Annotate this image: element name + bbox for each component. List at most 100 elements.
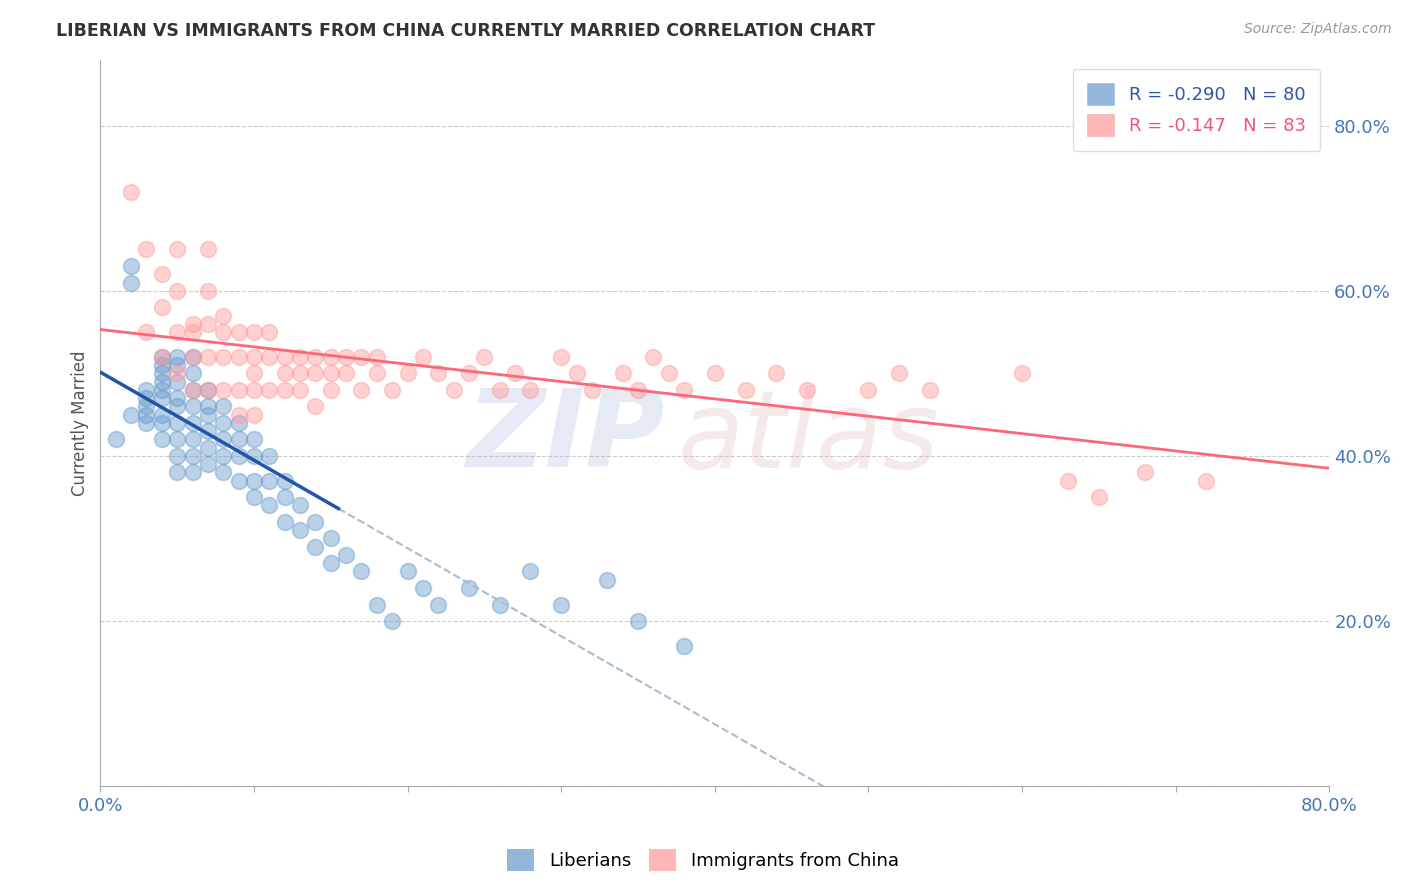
Point	[918, 383, 941, 397]
Point	[396, 367, 419, 381]
Point	[228, 416, 250, 430]
Point	[1133, 466, 1156, 480]
Point	[243, 383, 266, 397]
Point	[643, 350, 665, 364]
Point	[212, 383, 235, 397]
Point	[596, 573, 619, 587]
Point	[304, 367, 326, 381]
Point	[1088, 490, 1111, 504]
Point	[166, 416, 188, 430]
Point	[150, 350, 173, 364]
Point	[166, 466, 188, 480]
Point	[135, 391, 157, 405]
Point	[335, 548, 357, 562]
Point	[673, 383, 696, 397]
Point	[243, 474, 266, 488]
Point	[259, 325, 281, 339]
Point	[273, 474, 295, 488]
Point	[166, 284, 188, 298]
Point	[197, 243, 219, 257]
Point	[304, 515, 326, 529]
Text: atlas: atlas	[678, 385, 939, 490]
Point	[212, 400, 235, 414]
Point	[350, 350, 373, 364]
Point	[104, 433, 127, 447]
Point	[150, 391, 173, 405]
Point	[259, 350, 281, 364]
Point	[228, 350, 250, 364]
Point	[396, 565, 419, 579]
Point	[166, 449, 188, 463]
Point	[1011, 367, 1033, 381]
Point	[212, 449, 235, 463]
Point	[120, 185, 142, 199]
Point	[197, 441, 219, 455]
Point	[150, 416, 173, 430]
Point	[765, 367, 787, 381]
Point	[273, 490, 295, 504]
Point	[796, 383, 818, 397]
Point	[273, 383, 295, 397]
Point	[228, 433, 250, 447]
Point	[181, 383, 204, 397]
Point	[304, 400, 326, 414]
Point	[319, 350, 342, 364]
Point	[1195, 474, 1218, 488]
Point	[166, 391, 188, 405]
Point	[734, 383, 756, 397]
Point	[259, 449, 281, 463]
Point	[488, 598, 510, 612]
Point	[166, 400, 188, 414]
Point	[412, 350, 434, 364]
Point	[166, 367, 188, 381]
Point	[181, 433, 204, 447]
Point	[135, 383, 157, 397]
Point	[519, 383, 541, 397]
Point	[150, 267, 173, 281]
Point	[166, 325, 188, 339]
Point	[550, 350, 572, 364]
Point	[197, 408, 219, 422]
Point	[150, 408, 173, 422]
Point	[273, 515, 295, 529]
Point	[288, 383, 311, 397]
Point	[288, 350, 311, 364]
Point	[197, 457, 219, 471]
Text: LIBERIAN VS IMMIGRANTS FROM CHINA CURRENTLY MARRIED CORRELATION CHART: LIBERIAN VS IMMIGRANTS FROM CHINA CURREN…	[56, 22, 876, 40]
Point	[581, 383, 603, 397]
Point	[366, 350, 388, 364]
Point	[212, 325, 235, 339]
Point	[228, 325, 250, 339]
Point	[135, 325, 157, 339]
Point	[335, 367, 357, 381]
Point	[181, 317, 204, 331]
Point	[150, 433, 173, 447]
Point	[181, 350, 204, 364]
Point	[197, 284, 219, 298]
Point	[212, 416, 235, 430]
Point	[135, 400, 157, 414]
Point	[228, 383, 250, 397]
Text: ZIP: ZIP	[467, 384, 665, 491]
Point	[319, 367, 342, 381]
Point	[273, 367, 295, 381]
Point	[703, 367, 725, 381]
Point	[288, 499, 311, 513]
Point	[135, 408, 157, 422]
Point	[243, 408, 266, 422]
Point	[197, 350, 219, 364]
Point	[212, 433, 235, 447]
Point	[488, 383, 510, 397]
Point	[259, 474, 281, 488]
Point	[319, 383, 342, 397]
Point	[304, 540, 326, 554]
Point	[550, 598, 572, 612]
Point	[150, 383, 173, 397]
Point	[519, 565, 541, 579]
Point	[288, 523, 311, 537]
Point	[135, 243, 157, 257]
Point	[181, 449, 204, 463]
Point	[120, 276, 142, 290]
Point	[658, 367, 681, 381]
Point	[381, 383, 404, 397]
